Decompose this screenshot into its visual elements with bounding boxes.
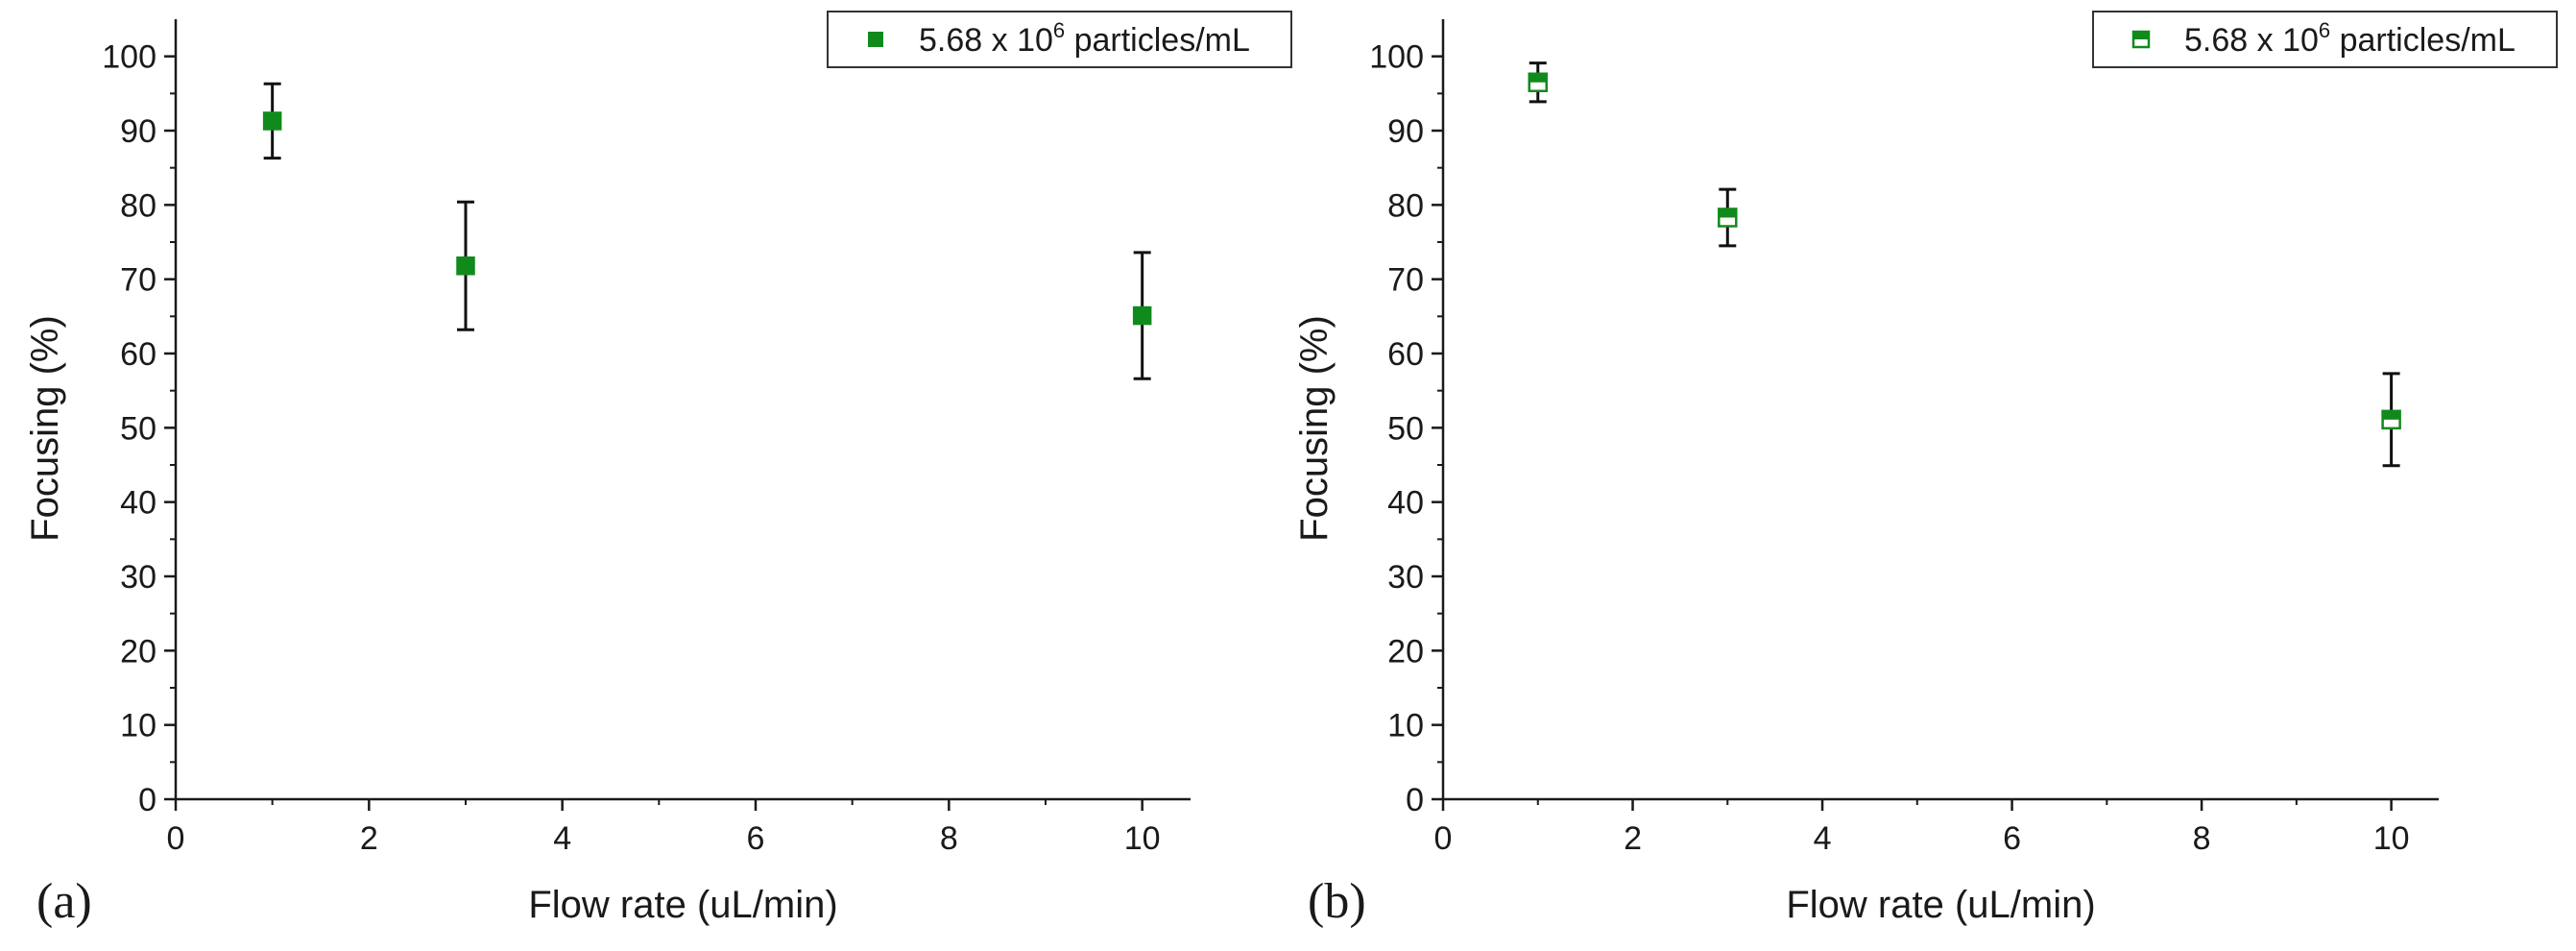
y-tick-label: 90 (120, 113, 156, 150)
y-tick-label: 20 (120, 633, 156, 670)
x-tick-label: 4 (553, 820, 571, 857)
panel-label: (b) (1308, 874, 1366, 929)
y-tick-label: 30 (1387, 559, 1424, 596)
legend: 5.68 x 106 particles/mL (2092, 11, 2558, 68)
x-tick-label: 0 (1434, 820, 1453, 857)
legend-marker (868, 32, 883, 47)
y-tick-label: 80 (1387, 187, 1424, 224)
data-point (456, 256, 475, 276)
data-series (262, 82, 1152, 380)
legend-marker-fill (2133, 32, 2149, 39)
legend-label-exponent: 6 (1053, 18, 1065, 42)
x-axis-title: Flow rate (uL/min) (1786, 884, 2095, 926)
x-tick-label: 10 (1124, 820, 1161, 857)
y-tick-label: 70 (120, 262, 156, 299)
x-tick-label: 0 (167, 820, 185, 857)
legend: 5.68 x 106 particles/mL (827, 11, 1292, 68)
data-point (1132, 305, 1152, 326)
y-tick-label: 60 (120, 336, 156, 373)
x-tick-label: 6 (2003, 820, 2021, 857)
x-tick-label: 2 (1624, 820, 1642, 857)
legend-box (2092, 11, 2558, 68)
y-tick-label: 30 (120, 559, 156, 596)
panel-label: (a) (36, 874, 92, 929)
data-point-fill (1719, 208, 1737, 218)
y-tick-label: 0 (1406, 782, 1424, 818)
data-point-fill (1529, 73, 1547, 83)
y-tick-label: 10 (120, 708, 156, 744)
x-tick-label: 4 (1814, 820, 1832, 857)
chart-panel-a: 0 10 20 30 40 50 60 70 80 90 100 0 2 4 6 8 10 Flow rate (… (24, 11, 1292, 929)
legend-label-unit: particles/mL (1065, 22, 1250, 59)
y-tick-label: 0 (138, 782, 156, 818)
y-tick-label: 90 (1387, 113, 1424, 150)
data-point (262, 111, 282, 131)
x-tick-label: 8 (2193, 820, 2211, 857)
x-tick-label: 10 (2373, 820, 2410, 857)
y-tick-label: 100 (102, 39, 156, 76)
x-tick-label: 2 (360, 820, 378, 857)
y-tick-label: 60 (1387, 336, 1424, 373)
y-tick-label: 10 (1387, 708, 1424, 744)
data-series (1528, 61, 2401, 468)
y-tick-label: 80 (120, 187, 156, 224)
legend-box (827, 11, 1292, 68)
chart-panel-b: 0 10 20 30 40 50 60 70 80 90 100 0 2 4 6 8 10 Flow rate (… (1293, 11, 2558, 929)
legend-label-base: 5.68 x 10 (2184, 22, 2319, 59)
y-axis-title: Focusing (%) (1293, 315, 1336, 542)
legend-label-exponent: 6 (2319, 18, 2330, 42)
y-tick-label: 70 (1387, 262, 1424, 299)
legend-label-unit: particles/mL (2330, 22, 2516, 59)
y-tick-label: 50 (1387, 410, 1424, 447)
y-tick-label: 40 (1387, 485, 1424, 522)
x-tick-label: 6 (747, 820, 765, 857)
x-tick-label: 8 (940, 820, 958, 857)
data-point-fill (2382, 410, 2400, 420)
legend-label: 5.68 x 106 particles/mL (2184, 18, 2516, 59)
y-axis-title: Focusing (%) (24, 315, 66, 542)
y-tick-label: 20 (1387, 633, 1424, 670)
legend-label: 5.68 x 106 particles/mL (919, 18, 1250, 59)
y-tick-label: 50 (120, 410, 156, 447)
legend-label-base: 5.68 x 10 (919, 22, 1053, 59)
y-tick-label: 40 (120, 485, 156, 522)
y-tick-label: 100 (1369, 39, 1424, 76)
x-axis-title: Flow rate (uL/min) (528, 884, 837, 926)
